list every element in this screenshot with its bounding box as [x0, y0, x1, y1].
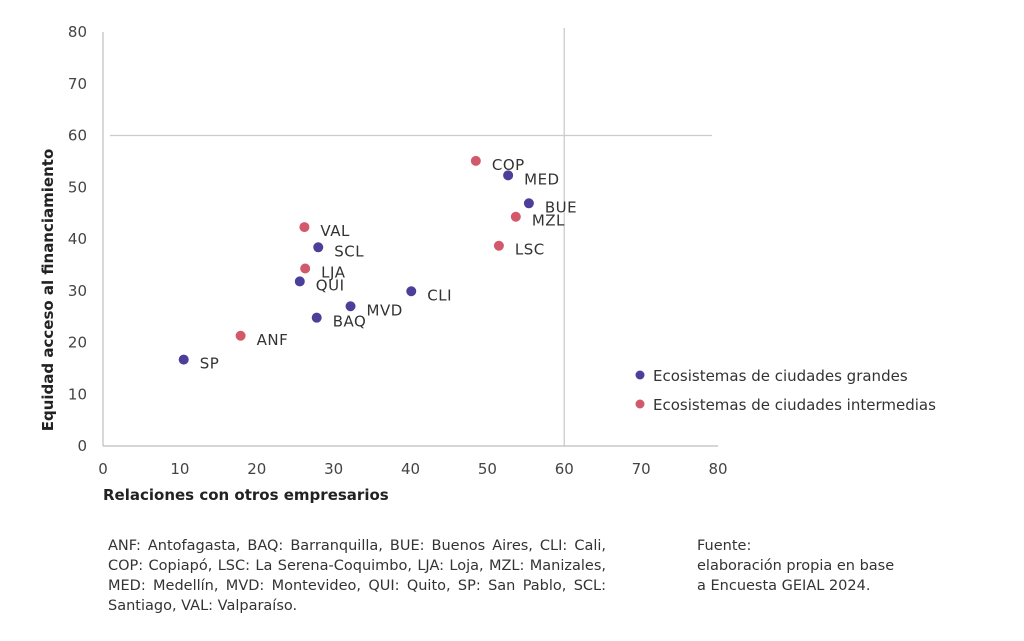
- reference-lines: [110, 28, 712, 446]
- data-points: [178, 155, 534, 365]
- source-title: Fuente:: [697, 538, 752, 554]
- data-point-scl: [313, 242, 324, 253]
- x-tick-label: 50: [478, 460, 497, 478]
- data-point-baq: [311, 312, 322, 323]
- legend-marker: [635, 399, 645, 409]
- y-axis-title: Equidad acceso al financiamiento: [39, 149, 57, 432]
- data-point-med: [503, 170, 514, 181]
- point-label-scl: SCL: [334, 242, 364, 260]
- data-point-lsc: [493, 240, 504, 251]
- source-note: Fuente: elaboración propia en base a Enc…: [697, 536, 957, 596]
- data-point-lja: [300, 263, 311, 274]
- y-tick-label: 60: [68, 127, 87, 145]
- y-tick-label: 30: [68, 282, 87, 300]
- abbreviations-note: ANF: Antofagasta, BAQ: Barranquilla, BUE…: [108, 538, 606, 614]
- x-tick-label: 20: [247, 460, 266, 478]
- point-label-anf: ANF: [257, 331, 289, 349]
- data-point-mzl: [510, 211, 521, 222]
- source-line-1: elaboración propia en base: [697, 558, 895, 574]
- x-axis-ticks: 0 10 20 30 40 50 60 70 80: [98, 460, 727, 478]
- x-tick-label: 30: [324, 460, 343, 478]
- data-point-mvd: [345, 301, 356, 312]
- y-tick-label: 10: [68, 385, 87, 403]
- point-label-val: VAL: [320, 222, 350, 240]
- data-point-bue: [523, 198, 534, 209]
- x-tick-label: 0: [98, 460, 108, 478]
- point-label-sp: SP: [200, 355, 220, 373]
- data-point-sp: [178, 354, 189, 365]
- point-label-mvd: MVD: [367, 301, 403, 319]
- x-axis-title: Relaciones con otros empresarios: [103, 486, 389, 504]
- x-tick-label: 60: [555, 460, 574, 478]
- legend-label: Ecosistemas de ciudades intermedias: [653, 396, 936, 414]
- y-tick-label: 70: [68, 75, 87, 93]
- point-label-cli: CLI: [427, 286, 452, 304]
- y-tick-label: 80: [68, 23, 87, 41]
- axes: [102, 32, 718, 447]
- legend-label: Ecosistemas de ciudades grandes: [653, 367, 908, 385]
- point-label-baq: BAQ: [333, 313, 367, 331]
- point-label-lsc: LSC: [515, 241, 545, 259]
- x-tick-label: 80: [708, 460, 727, 478]
- x-tick-label: 40: [401, 460, 420, 478]
- data-point-cli: [406, 286, 417, 297]
- legend: Ecosistemas de ciudades grandes Ecosistem…: [635, 367, 936, 414]
- data-point-val: [299, 222, 310, 233]
- data-point-anf: [235, 330, 246, 341]
- point-label-qui: QUI: [316, 276, 345, 294]
- data-point-cop: [470, 155, 481, 166]
- legend-marker: [635, 370, 645, 380]
- source-line-2: a Encuesta GEIAL 2024.: [697, 578, 871, 594]
- y-tick-label: 20: [68, 334, 87, 352]
- point-label-med: MED: [524, 170, 559, 188]
- data-point-qui: [294, 276, 305, 287]
- point-label-lja: LJA: [321, 263, 346, 281]
- y-tick-label: 0: [77, 437, 87, 455]
- y-tick-label: 50: [68, 178, 87, 196]
- y-tick-label: 40: [68, 230, 87, 248]
- point-label-mzl: MZL: [532, 212, 565, 230]
- x-tick-label: 70: [632, 460, 651, 478]
- y-axis-ticks: 0 10 20 30 40 50 60 70 80: [68, 23, 87, 455]
- point-label-bue: BUE: [545, 198, 577, 216]
- scatter-chart: 0 10 20 30 40 50 60 70 80 0 10 20 30 40 50 60 70 80 MED B…: [39, 23, 936, 504]
- x-tick-label: 10: [170, 460, 189, 478]
- point-label-cop: COP: [492, 156, 525, 174]
